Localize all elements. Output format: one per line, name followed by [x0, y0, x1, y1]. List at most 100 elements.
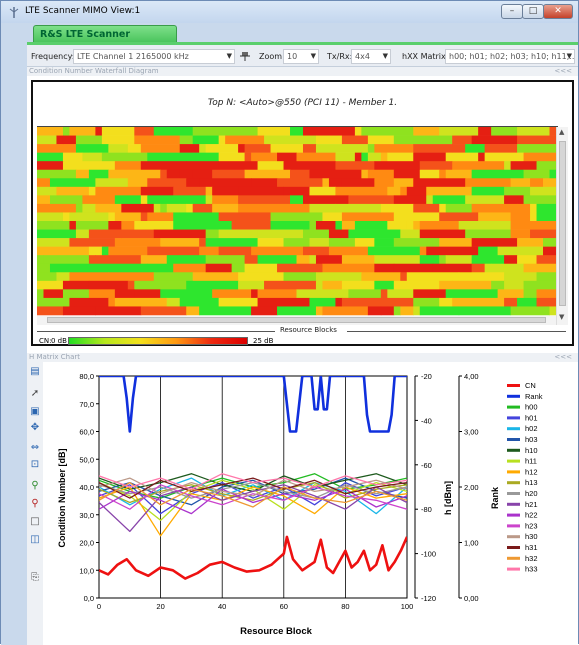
heatmap-cell: [199, 238, 207, 247]
heatmap-cell: [147, 152, 161, 162]
legend-swatch: [507, 459, 520, 463]
zoom-region-icon[interactable]: ▣: [30, 406, 40, 417]
pointer-icon[interactable]: ➚: [30, 388, 40, 399]
heatmap-cell: [62, 212, 70, 222]
heatmap-cell: [439, 203, 447, 213]
legend-label-rank: Rank: [525, 392, 543, 401]
legend-label-h12: h12: [525, 467, 538, 476]
hxx-value: h00; h01; h02; h03; h10; h11;...: [449, 52, 575, 61]
heatmap-cell: [452, 161, 505, 171]
heatmap-cell: [322, 306, 369, 316]
heatmap-cell: [257, 297, 310, 307]
zoom-label: Zoom:: [259, 52, 285, 61]
scroll-up-icon[interactable]: ▲: [559, 128, 565, 136]
minimize-button[interactable]: –: [501, 4, 523, 19]
pin-icon[interactable]: [240, 50, 252, 62]
heatmap-cell: [75, 221, 109, 230]
series-line-h31: [99, 477, 407, 499]
y-axis-label-rank: Rank: [490, 486, 500, 509]
heatmap-cell: [56, 272, 70, 282]
tab-lte-scanner[interactable]: R&S LTE Scanner (TSME)...: [33, 25, 177, 57]
heatmap-cell: [361, 272, 401, 282]
heatmap-cell: [471, 263, 486, 273]
y-h-tick-label: -60: [421, 461, 432, 470]
heatmap-cell: [192, 280, 239, 290]
heatmap-cell: [374, 178, 395, 188]
heatmap-cell: [400, 289, 414, 299]
cn-max: 25 dB: [253, 337, 274, 345]
heatmap-cell: [504, 195, 525, 205]
heatmap-cell: [523, 263, 558, 273]
pan-horizontal-icon[interactable]: ⇔: [30, 442, 40, 453]
heatmap-cell: [205, 238, 259, 247]
fit-icon[interactable]: ⊡: [30, 459, 40, 470]
title-bar[interactable]: LTE Scanner MIMO View:1 – □ ✕: [1, 1, 578, 23]
maximize-button[interactable]: □: [522, 4, 544, 19]
horizontal-scrollbar[interactable]: [37, 316, 556, 325]
heatmap-cell: [160, 152, 194, 162]
heatmap-cell: [315, 272, 362, 282]
zoom-in-icon[interactable]: ⚲: [31, 480, 39, 491]
heatmap-cell: [153, 272, 194, 282]
legend-label-h13: h13: [525, 478, 538, 487]
waterfall-header: Condition Number Waterfall Diagram <<<: [27, 67, 578, 76]
vertical-scrollbar[interactable]: ▲ ▼: [556, 127, 568, 325]
heatmap-cell: [140, 144, 181, 153]
scroll-down-icon[interactable]: ▼: [559, 313, 565, 321]
series-line-h30: [99, 477, 407, 497]
heatmap-cell: [322, 212, 343, 222]
scroll-thumb[interactable]: [47, 317, 546, 323]
heatmap-cell: [393, 238, 434, 247]
heatmap-cell: [257, 161, 285, 171]
collapse-button[interactable]: <<<: [554, 353, 572, 361]
waterfall-header-title: Condition Number Waterfall Diagram: [29, 67, 159, 75]
heatmap-cell: [231, 263, 246, 273]
heatmap-cell: [199, 178, 252, 188]
scroll-thumb[interactable]: [559, 141, 566, 306]
frequency-select[interactable]: LTE Channel 1 2165000 kHz ▼: [73, 49, 235, 64]
txrx-select[interactable]: 4x4 ▼: [351, 49, 391, 64]
heatmap-cell: [37, 169, 77, 179]
heatmap-cell: [387, 186, 401, 196]
heatmap-cell: [218, 127, 259, 136]
clipboard-icon[interactable]: ⎘: [31, 572, 39, 583]
heatmap-cell: [95, 127, 103, 136]
resource-blocks-axis: Resource Blocks: [37, 326, 568, 336]
heatmap-cell: [419, 169, 440, 179]
heatmap-cell: [517, 297, 538, 307]
close-button[interactable]: ✕: [543, 4, 573, 19]
collapse-button[interactable]: <<<: [554, 67, 572, 75]
select-rect-icon[interactable]: □: [30, 516, 40, 527]
x-tick-label: 100: [401, 602, 414, 611]
zoom-out-icon[interactable]: ⚲: [31, 498, 39, 509]
heatmap-cell: [400, 306, 414, 316]
heatmap-cell: [536, 255, 558, 265]
heatmap-cell: [218, 246, 252, 256]
heatmap-cell: [160, 246, 200, 256]
heatmap-cell: [108, 221, 122, 230]
heatmap-cell: [530, 212, 538, 222]
heatmap-cell: [37, 246, 90, 256]
heatmap-cell: [212, 169, 246, 179]
heatmap-cell: [160, 289, 213, 299]
zoom-select[interactable]: 10 ▼: [283, 49, 319, 64]
hxx-select[interactable]: h00; h01; h02; h03; h10; h11;... ▼: [445, 49, 575, 64]
heatmap-cell: [270, 144, 304, 153]
heatmap-cell: [205, 229, 220, 239]
txrx-label: Tx/Rx:: [327, 52, 353, 61]
heatmap-cell: [400, 272, 408, 282]
legend-label-h31: h31: [525, 543, 538, 552]
heatmap-cell: [484, 263, 492, 273]
heatmap-cell: [108, 144, 129, 153]
table-icon[interactable]: ▤: [30, 366, 40, 377]
pan-icon[interactable]: ✥: [30, 422, 40, 433]
heatmap-cell: [322, 263, 369, 273]
heatmap-cell: [95, 178, 129, 188]
heatmap-cell: [426, 195, 434, 205]
split-view-icon[interactable]: ◫: [30, 534, 40, 545]
legend-swatch: [507, 438, 520, 441]
heatmap-cell: [134, 135, 181, 145]
heatmap-cell: [179, 297, 220, 307]
heatmap-cell: [257, 289, 297, 299]
heatmap-cell: [549, 127, 558, 136]
